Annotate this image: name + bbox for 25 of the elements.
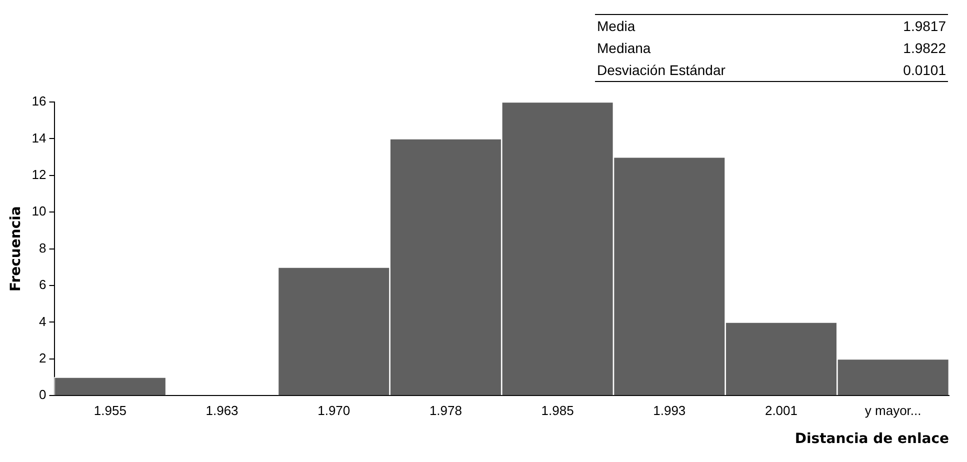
x-tick-label: y mayor... xyxy=(864,402,922,418)
y-tick-label: 10 xyxy=(32,204,46,219)
x-tick-label: 1.963 xyxy=(206,402,238,418)
x-tick-label: 1.993 xyxy=(653,402,686,418)
x-tick-label: 1.978 xyxy=(429,402,462,418)
x-axis-title: Distancia de enlace xyxy=(794,431,949,448)
text: Desviación Estándar xyxy=(596,61,726,80)
y-tick-label: 16 xyxy=(32,94,46,109)
y-tick-label: 8 xyxy=(39,240,46,256)
text: Media xyxy=(596,17,636,36)
x-tick-label: 1.970 xyxy=(318,402,350,418)
y-tick-label: 12 xyxy=(32,166,46,182)
text: 0.0101 xyxy=(902,61,947,80)
text: 1.9817 xyxy=(902,17,947,36)
y-tick-label: 14 xyxy=(32,130,46,146)
y-tick-label: 0 xyxy=(39,387,46,402)
text: 1.9822 xyxy=(902,39,947,58)
x-tick-label: 2.001 xyxy=(764,402,798,418)
y-tick-label: 2 xyxy=(39,350,46,366)
x-tick-label: 1.985 xyxy=(541,402,574,418)
x-tick-label: 1.955 xyxy=(94,402,126,418)
text: Mediana xyxy=(596,39,652,58)
y-axis-title: Frecuencia xyxy=(8,206,24,292)
y-tick-label: 4 xyxy=(39,314,46,329)
y-tick-label: 6 xyxy=(39,277,46,292)
